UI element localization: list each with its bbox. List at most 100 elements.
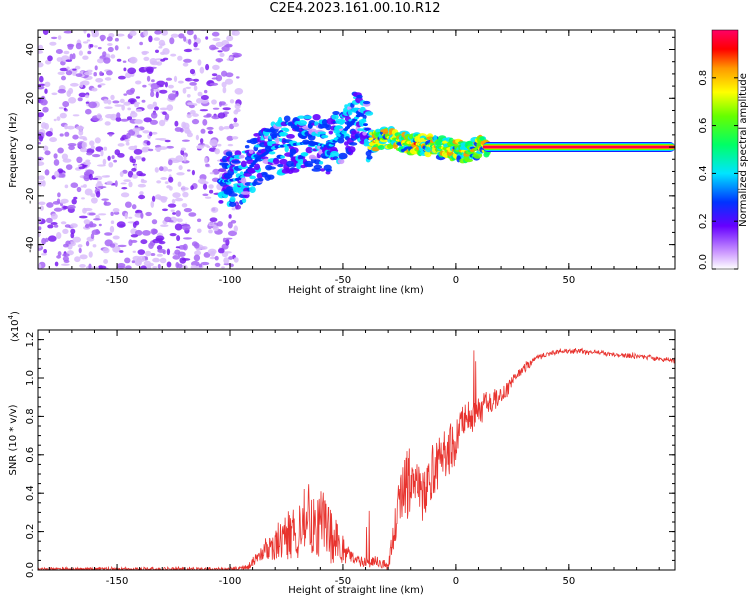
noise-blob <box>57 192 61 198</box>
noise-blob <box>88 251 93 258</box>
noise-blob <box>135 229 143 236</box>
noise-blob <box>43 249 47 254</box>
noise-blob <box>111 155 115 160</box>
noise-blob <box>172 255 181 260</box>
y-tick-label: 0.2 <box>25 524 36 540</box>
noise-blob <box>167 169 173 172</box>
noise-blob <box>191 118 200 125</box>
noise-blob <box>233 225 238 232</box>
noise-blob <box>208 184 214 189</box>
noise-blob <box>38 50 44 54</box>
noise-blob <box>214 262 221 267</box>
noise-blob <box>140 179 148 184</box>
noise-blob <box>82 41 89 44</box>
noise-blob <box>100 149 104 157</box>
noise-blob <box>185 86 192 89</box>
noise-blob <box>199 66 205 74</box>
noise-blob <box>124 257 131 264</box>
noise-blob <box>208 229 213 234</box>
signal-blob <box>297 120 308 126</box>
noise-blob <box>155 49 159 53</box>
noise-blob <box>159 257 167 264</box>
noise-blob <box>57 168 64 173</box>
colorbar-label: Normalized spectral amplitude <box>738 73 749 227</box>
noise-blob <box>127 67 137 75</box>
signal-blob <box>309 156 319 160</box>
noise-blob <box>219 52 225 58</box>
noise-blob <box>68 87 74 95</box>
noise-blob <box>114 45 119 51</box>
noise-blob <box>160 196 167 203</box>
noise-blob <box>142 230 151 236</box>
signal-blob <box>464 158 473 163</box>
noise-blob <box>53 224 59 228</box>
noise-blob <box>87 50 92 55</box>
noise-blob <box>57 147 64 154</box>
noise-blob <box>93 72 97 77</box>
noise-blob <box>187 169 191 172</box>
noise-blob <box>148 35 153 43</box>
noise-blob <box>76 186 82 193</box>
x-tick-label: -100 <box>219 275 242 286</box>
noise-blob <box>125 265 132 269</box>
noise-blob <box>73 196 78 200</box>
noise-blob <box>189 82 197 86</box>
y-tick-label: 1.0 <box>25 370 36 386</box>
signal-blob <box>297 115 306 119</box>
noise-blob <box>152 101 157 107</box>
noise-blob <box>134 155 142 160</box>
noise-blob <box>64 124 68 130</box>
noise-blob <box>119 98 125 104</box>
noise-blob <box>108 133 113 137</box>
noise-blob <box>105 175 110 178</box>
noise-blob <box>118 75 126 80</box>
signal-blob <box>377 145 385 150</box>
noise-blob <box>98 213 107 216</box>
noise-blob <box>156 180 162 184</box>
noise-blob <box>223 126 231 130</box>
noise-blob <box>149 58 157 65</box>
noise-blob <box>112 235 120 240</box>
noise-blob <box>224 237 233 240</box>
noise-blob <box>193 254 201 262</box>
noise-blob <box>76 125 85 130</box>
noise-blob <box>143 56 150 62</box>
noise-blob <box>68 97 77 104</box>
noise-blob <box>59 112 67 119</box>
noise-blob <box>188 104 195 109</box>
noise-blob <box>116 221 126 228</box>
noise-blob <box>108 162 114 168</box>
noise-blob <box>206 145 211 148</box>
noise-blob <box>61 153 68 160</box>
noise-blob <box>141 157 146 162</box>
noise-blob <box>95 229 100 234</box>
noise-blob <box>194 250 202 256</box>
signal-blob <box>337 158 345 165</box>
noise-blob <box>70 228 76 234</box>
noise-blob <box>55 49 63 54</box>
noise-blob <box>90 145 95 150</box>
snr-ylabel: SNR (10 * v/v) <box>8 404 19 475</box>
noise-blob <box>199 181 209 185</box>
y-tick-label: -40 <box>25 236 36 252</box>
noise-blob <box>102 158 107 166</box>
noise-blob <box>145 211 152 217</box>
noise-blob <box>64 131 70 137</box>
noise-blob <box>181 185 186 192</box>
noise-blob <box>169 37 175 45</box>
noise-blob <box>209 189 214 194</box>
noise-blob <box>229 56 233 60</box>
noise-blob <box>160 224 169 227</box>
noise-blob <box>64 184 69 189</box>
noise-blob <box>217 112 226 119</box>
noise-blob <box>98 223 102 227</box>
noise-blob <box>106 70 113 76</box>
noise-blob <box>174 197 184 202</box>
noise-blob <box>148 262 154 267</box>
colorbar-gradient <box>712 30 738 269</box>
noise-blob <box>97 84 102 88</box>
noise-blob <box>60 221 67 225</box>
noise-blob <box>124 212 128 219</box>
noise-blob <box>128 216 133 219</box>
